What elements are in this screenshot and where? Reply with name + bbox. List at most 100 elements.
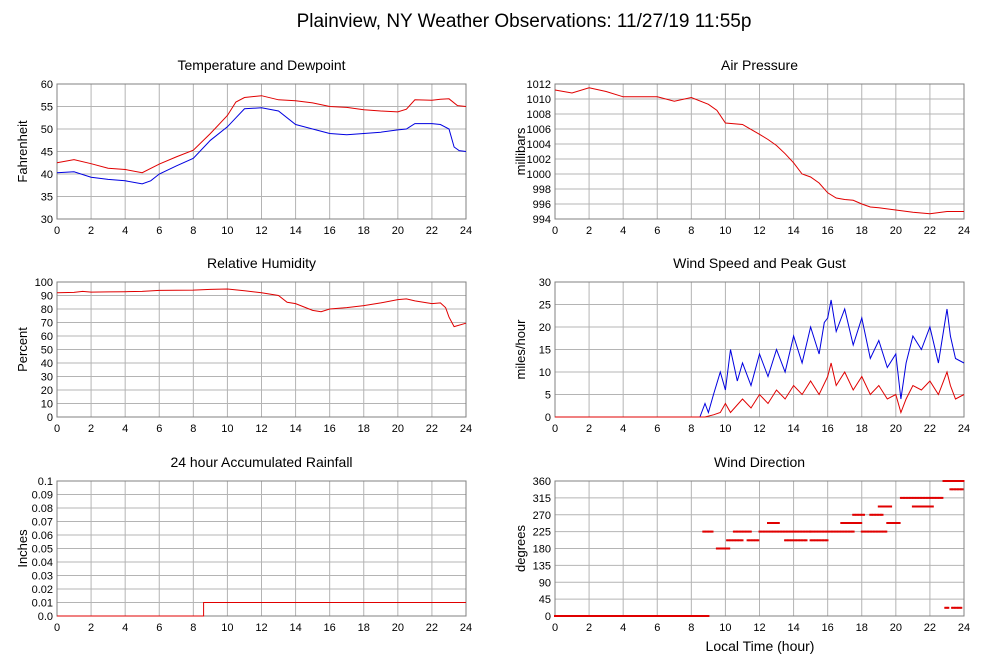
direction-point	[831, 530, 834, 533]
wind-series-1-line	[555, 362, 965, 418]
humidity-y-tick-label: 90	[41, 291, 53, 303]
direction-point	[736, 539, 739, 542]
direction-point	[924, 496, 927, 499]
direction-point	[738, 539, 741, 542]
direction-point	[803, 530, 805, 533]
direction-point	[950, 480, 953, 482]
direction-point	[825, 530, 827, 533]
direction-point	[951, 606, 954, 609]
direction-point	[652, 615, 655, 617]
direction-point	[860, 530, 863, 533]
direction-point	[575, 615, 578, 617]
direction-point	[814, 530, 817, 533]
direction-point	[870, 513, 873, 516]
direction-y-tick-label: 135	[533, 560, 551, 572]
direction-point	[860, 522, 863, 524]
direction-point	[886, 522, 889, 524]
direction-point	[643, 615, 645, 617]
direction-point	[589, 615, 592, 617]
wind-y-axis-label: miles/hour	[513, 319, 528, 380]
humidity-y-tick-label: 60	[41, 331, 53, 343]
direction-point	[639, 615, 642, 617]
humidity-y-tick-label: 30	[41, 372, 53, 384]
direction-point	[754, 539, 757, 542]
direction-point	[658, 615, 661, 617]
direction-point	[624, 615, 627, 617]
rain-y-tick-label: 0.0	[38, 611, 53, 623]
direction-point	[948, 480, 951, 482]
direction-point	[723, 547, 726, 550]
humidity-x-tick-label: 18	[358, 423, 370, 435]
direction-point	[748, 530, 751, 533]
direction-point	[564, 615, 567, 617]
direction-point	[621, 615, 624, 617]
rain-y-tick-label: 0.1	[38, 476, 53, 488]
direction-point	[869, 513, 872, 516]
direction-point	[706, 530, 709, 533]
direction-point	[855, 513, 858, 516]
humidity-x-tick-label: 8	[190, 423, 196, 435]
direction-point	[693, 615, 696, 617]
direction-point	[823, 530, 826, 533]
direction-point	[809, 530, 812, 533]
rain-title: 24 hour Accumulated Rainfall	[170, 454, 352, 470]
x-axis-label: Local Time (hour)	[706, 638, 815, 654]
direction-point	[958, 606, 961, 609]
wind-plot-frame	[554, 281, 965, 418]
direction-point	[689, 615, 691, 617]
temp-y-tick-label: 35	[41, 192, 53, 204]
direction-point	[843, 522, 846, 524]
direction-point	[880, 505, 883, 508]
temp-x-tick-label: 6	[156, 225, 162, 237]
wind-y-tick-label: 30	[539, 277, 551, 289]
pressure-x-tick-label: 6	[654, 225, 660, 237]
wind-x-tick-label: 10	[719, 423, 731, 435]
direction-point	[578, 615, 581, 617]
direction-point	[678, 615, 681, 617]
direction-point	[866, 530, 869, 533]
direction-point	[811, 539, 814, 542]
direction-point	[927, 505, 930, 508]
direction-point	[739, 539, 742, 542]
humidity-x-tick-label: 6	[156, 423, 162, 435]
direction-point	[918, 505, 920, 508]
direction-point	[703, 530, 706, 533]
direction-point	[797, 539, 800, 542]
direction-point	[887, 522, 890, 524]
direction-x-tick-label: 16	[822, 622, 834, 634]
direction-point	[682, 615, 685, 617]
direction-point	[638, 615, 641, 617]
direction-point	[955, 488, 958, 491]
direction-point	[567, 615, 570, 617]
direction-point	[773, 522, 776, 524]
direction-point	[784, 530, 787, 533]
direction-point	[577, 615, 579, 617]
direction-point	[761, 530, 764, 533]
direction-point	[796, 530, 799, 533]
pressure-y-tick-label: 994	[533, 214, 551, 226]
direction-point	[853, 513, 856, 516]
direction-point	[949, 488, 952, 491]
direction-point	[732, 539, 735, 542]
direction-point	[776, 522, 779, 524]
direction-point	[878, 513, 881, 516]
rain-x-tick-label: 0	[54, 622, 60, 634]
wind-x-tick-label: 22	[924, 423, 936, 435]
direction-point	[919, 496, 922, 499]
direction-point	[785, 539, 788, 542]
direction-point	[852, 513, 855, 516]
direction-point	[647, 615, 650, 617]
direction-point	[925, 505, 928, 508]
rain-y-tick-label: 0.03	[32, 571, 53, 583]
direction-point	[885, 530, 888, 533]
direction-y-tick-label: 0	[545, 611, 551, 623]
direction-point	[865, 530, 868, 533]
direction-point	[681, 615, 684, 617]
temp-x-tick-label: 4	[122, 225, 128, 237]
direction-point	[890, 505, 893, 508]
wind-series-0-line	[555, 299, 965, 418]
direction-point	[670, 615, 673, 617]
direction-point	[911, 505, 914, 508]
direction-point	[661, 615, 664, 617]
